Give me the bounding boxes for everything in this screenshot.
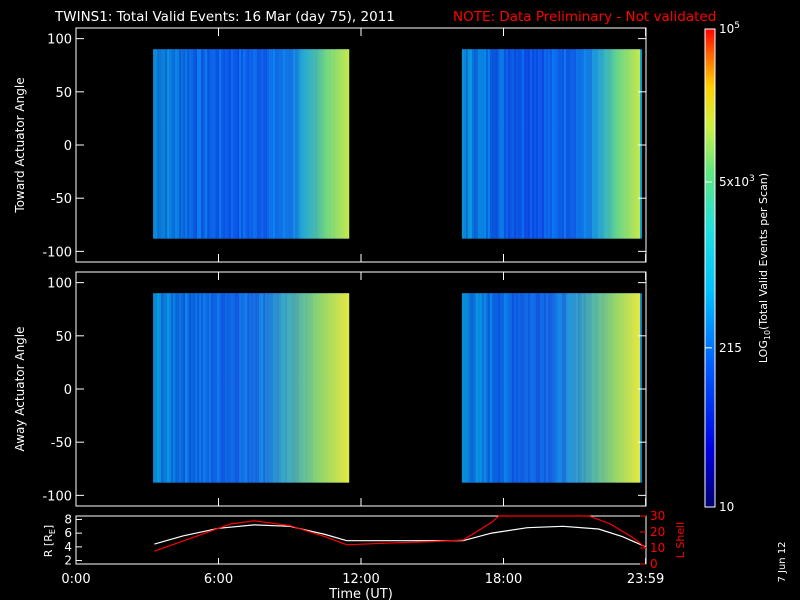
colorbar-tick-label: 105 xyxy=(719,21,740,36)
y-tick-label: -100 xyxy=(42,489,72,504)
y-tick-label: 0 xyxy=(64,139,72,154)
colorbar-label-pre: LOG xyxy=(757,340,770,363)
time-axis-label: Time (UT) xyxy=(328,587,393,600)
preliminary-note: NOTE: Data Preliminary - Not validated xyxy=(453,9,716,25)
colorbar-label-post: (Total Valid Events per Scan) xyxy=(757,173,770,330)
data-block-gradient xyxy=(153,293,350,483)
data-block-0 xyxy=(153,293,350,483)
colorbar-tick-label: 5x103 xyxy=(719,174,755,189)
date-stamp: 7 Jun 12 xyxy=(777,541,788,582)
panel-toward-ylabel: Toward Actuator Angle xyxy=(13,77,27,213)
y-tick-label: 100 xyxy=(47,33,72,48)
time-tick-label: 0:00 xyxy=(61,572,90,587)
radius-label-sub: E xyxy=(48,529,57,534)
data-block-gradient xyxy=(461,49,641,239)
panel-away-axes: 100 50 0 -50 -100 xyxy=(42,272,647,506)
lshell-tick-label: 10 xyxy=(650,541,665,555)
panel-toward-data xyxy=(153,49,642,239)
time-tick-label: 12:00 xyxy=(342,572,379,587)
radius-tick-label: 8 xyxy=(64,512,72,526)
lshell-tick-label: 20 xyxy=(650,525,665,539)
panel-away-ylabel: Away Actuator Angle xyxy=(13,326,27,451)
lshell-tick-label: 30 xyxy=(650,509,665,523)
panel-ephemeris-frame xyxy=(75,515,647,565)
data-block-1 xyxy=(461,293,642,483)
y-tick-label: -100 xyxy=(42,245,72,260)
panel-away: 100 50 0 -50 -100 Away Actuator Angle xyxy=(13,271,647,507)
panel-toward-axes: 100 50 0 -50 -100 xyxy=(42,28,647,262)
radius-tick-label: 2 xyxy=(64,554,72,568)
colorbar-tick-label: 215 xyxy=(719,341,742,355)
radius-tick-label: 6 xyxy=(64,526,72,540)
y-tick-label: 50 xyxy=(55,330,72,345)
radius-line xyxy=(154,524,647,548)
y-tick-label: 0 xyxy=(64,383,72,398)
colorbar-label-sub: 10 xyxy=(763,330,772,340)
panel-ephemeris-lines xyxy=(154,515,647,552)
lshell-line xyxy=(154,515,647,552)
colorbar-tick-label: 10 xyxy=(719,500,734,514)
colorbar-tick-exponent: 5 xyxy=(734,21,740,31)
colorbar-tick-exponent: 3 xyxy=(749,174,755,184)
colorbar-gradient xyxy=(704,28,716,508)
radius-label-text: R [R xyxy=(42,534,55,557)
panel-toward: 100 50 0 -50 -100 Toward Actuator Angle xyxy=(13,27,647,263)
lshell-axis-label: L Shell xyxy=(674,522,687,558)
time-tick-label: 6:00 xyxy=(204,572,233,587)
data-block-gradient xyxy=(461,293,641,483)
y-tick-label: 100 xyxy=(47,277,72,292)
y-tick-label: -50 xyxy=(51,436,72,451)
data-stripe xyxy=(639,293,642,483)
y-tick-label: -50 xyxy=(51,192,72,207)
time-tick-label: 18:00 xyxy=(485,572,522,587)
data-stripe xyxy=(639,49,642,239)
radius-axis-label: R [RE] xyxy=(42,525,57,557)
panel-away-data xyxy=(153,293,642,483)
data-block-0 xyxy=(153,49,350,239)
radius-tick-label: 4 xyxy=(64,540,72,554)
colorbar-ticks: 10 215 5x103 105 xyxy=(705,21,755,514)
y-tick-label: 50 xyxy=(55,86,72,101)
time-tick-label: 23:59 xyxy=(627,572,664,587)
colorbar-label: LOG10(Total Valid Events per Scan) xyxy=(757,173,772,363)
data-block-gradient xyxy=(153,49,350,239)
data-block-1 xyxy=(461,49,642,239)
lshell-tick-label: 0 xyxy=(650,557,658,571)
radius-label-end: ] xyxy=(42,525,55,529)
chart-title: TWINS1: Total Valid Events: 16 Mar (day … xyxy=(54,9,395,25)
